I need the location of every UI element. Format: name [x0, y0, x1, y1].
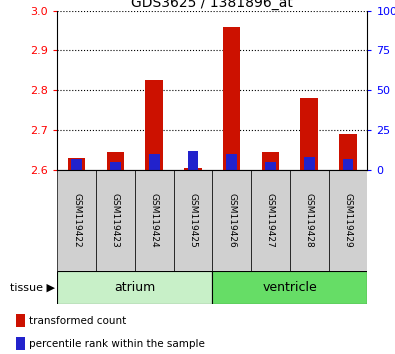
- Bar: [188, 151, 198, 170]
- Bar: [57, 170, 96, 271]
- Text: transformed count: transformed count: [29, 315, 127, 326]
- Bar: [145, 80, 163, 170]
- Bar: [342, 159, 354, 170]
- Bar: [135, 170, 173, 271]
- Bar: [68, 158, 85, 170]
- Text: GSM119425: GSM119425: [188, 193, 198, 248]
- Bar: [223, 27, 241, 170]
- Bar: [301, 98, 318, 170]
- Text: tissue ▶: tissue ▶: [10, 282, 55, 293]
- Bar: [107, 152, 124, 170]
- Bar: [96, 170, 135, 271]
- Bar: [71, 159, 82, 170]
- Bar: [304, 157, 315, 170]
- Bar: [262, 152, 279, 170]
- Bar: [16, 337, 25, 350]
- Text: ventricle: ventricle: [262, 281, 317, 294]
- Bar: [173, 170, 213, 271]
- Bar: [57, 271, 213, 304]
- Text: GSM119428: GSM119428: [305, 193, 314, 248]
- Text: GSM119427: GSM119427: [266, 193, 275, 248]
- Text: percentile rank within the sample: percentile rank within the sample: [29, 338, 205, 349]
- Title: GDS3625 / 1381896_at: GDS3625 / 1381896_at: [132, 0, 293, 10]
- Bar: [339, 134, 357, 170]
- Bar: [16, 314, 25, 327]
- Bar: [149, 154, 160, 170]
- Text: GSM119424: GSM119424: [150, 193, 159, 248]
- Text: GSM119422: GSM119422: [72, 193, 81, 248]
- Bar: [290, 170, 329, 271]
- Bar: [213, 271, 367, 304]
- Bar: [251, 170, 290, 271]
- Bar: [226, 154, 237, 170]
- Bar: [110, 162, 121, 170]
- Bar: [184, 168, 202, 170]
- Text: atrium: atrium: [114, 281, 155, 294]
- Text: GSM119423: GSM119423: [111, 193, 120, 248]
- Text: GSM119426: GSM119426: [227, 193, 236, 248]
- Bar: [329, 170, 367, 271]
- Bar: [213, 170, 251, 271]
- Text: GSM119429: GSM119429: [344, 193, 352, 248]
- Bar: [265, 162, 276, 170]
